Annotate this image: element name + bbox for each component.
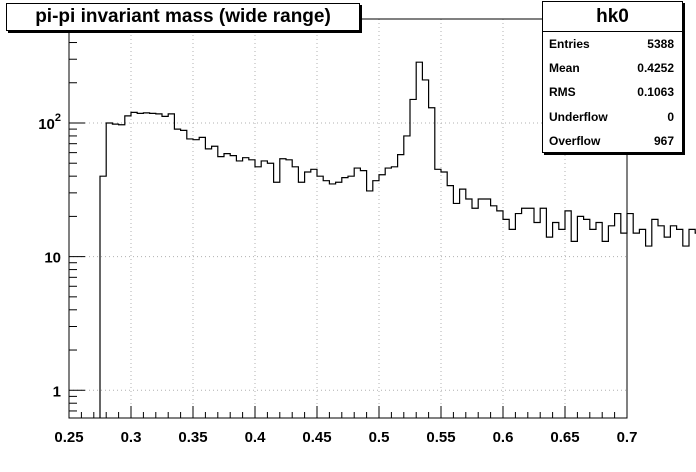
axis-tick-labels: 0.25 0.3 0.35 0.4 0.45 0.5 0.55 0.6 0.65 0.7 1 10 10… <box>38 112 637 446</box>
stats-row-entries: Entries 5388 <box>543 32 682 56</box>
stats-label: RMS <box>549 85 576 100</box>
stats-value: 5388 <box>647 37 674 52</box>
x-tick-label: 0.55 <box>426 429 455 446</box>
x-tick-label: 0.7 <box>617 429 638 446</box>
x-tick-label: 0.45 <box>302 429 331 446</box>
chart-title: pi-pi invariant mass (wide range) <box>6 3 360 31</box>
stats-value: 967 <box>653 133 674 148</box>
axis-ticks <box>68 18 628 418</box>
y-tick-label: 10 <box>44 250 61 267</box>
x-tick-label: 0.25 <box>54 429 83 446</box>
x-tick-label: 0.65 <box>550 429 579 446</box>
stats-box: hk0 Entries 5388 Mean 0.4252 RMS 0.1063 … <box>542 1 683 153</box>
x-tick-label: 0.3 <box>121 429 142 446</box>
stats-label: Overflow <box>549 133 601 148</box>
x-tick-label: 0.35 <box>178 429 207 446</box>
stats-value: 0.4252 <box>637 61 674 76</box>
grid <box>69 19 627 418</box>
stats-value: 0.1063 <box>637 85 674 100</box>
y-tick-label: 102 <box>38 112 61 133</box>
histogram-series <box>99 61 696 418</box>
stats-label: Mean <box>549 61 580 76</box>
x-tick-label: 0.4 <box>245 429 267 446</box>
x-tick-label: 0.5 <box>369 429 390 446</box>
y-tick-label: 1 <box>53 383 61 400</box>
stats-row-rms: RMS 0.1063 <box>543 80 682 104</box>
stats-label: Entries <box>549 37 590 52</box>
stats-value: 0 <box>667 109 674 124</box>
stats-row-overflow: Overflow 967 <box>543 129 682 153</box>
x-tick-label: 0.6 <box>493 429 514 446</box>
stats-histogram-name: hk0 <box>543 2 682 32</box>
stats-row-underflow: Underflow 0 <box>543 105 682 129</box>
stats-label: Underflow <box>549 109 608 124</box>
stats-row-mean: Mean 0.4252 <box>543 56 682 80</box>
